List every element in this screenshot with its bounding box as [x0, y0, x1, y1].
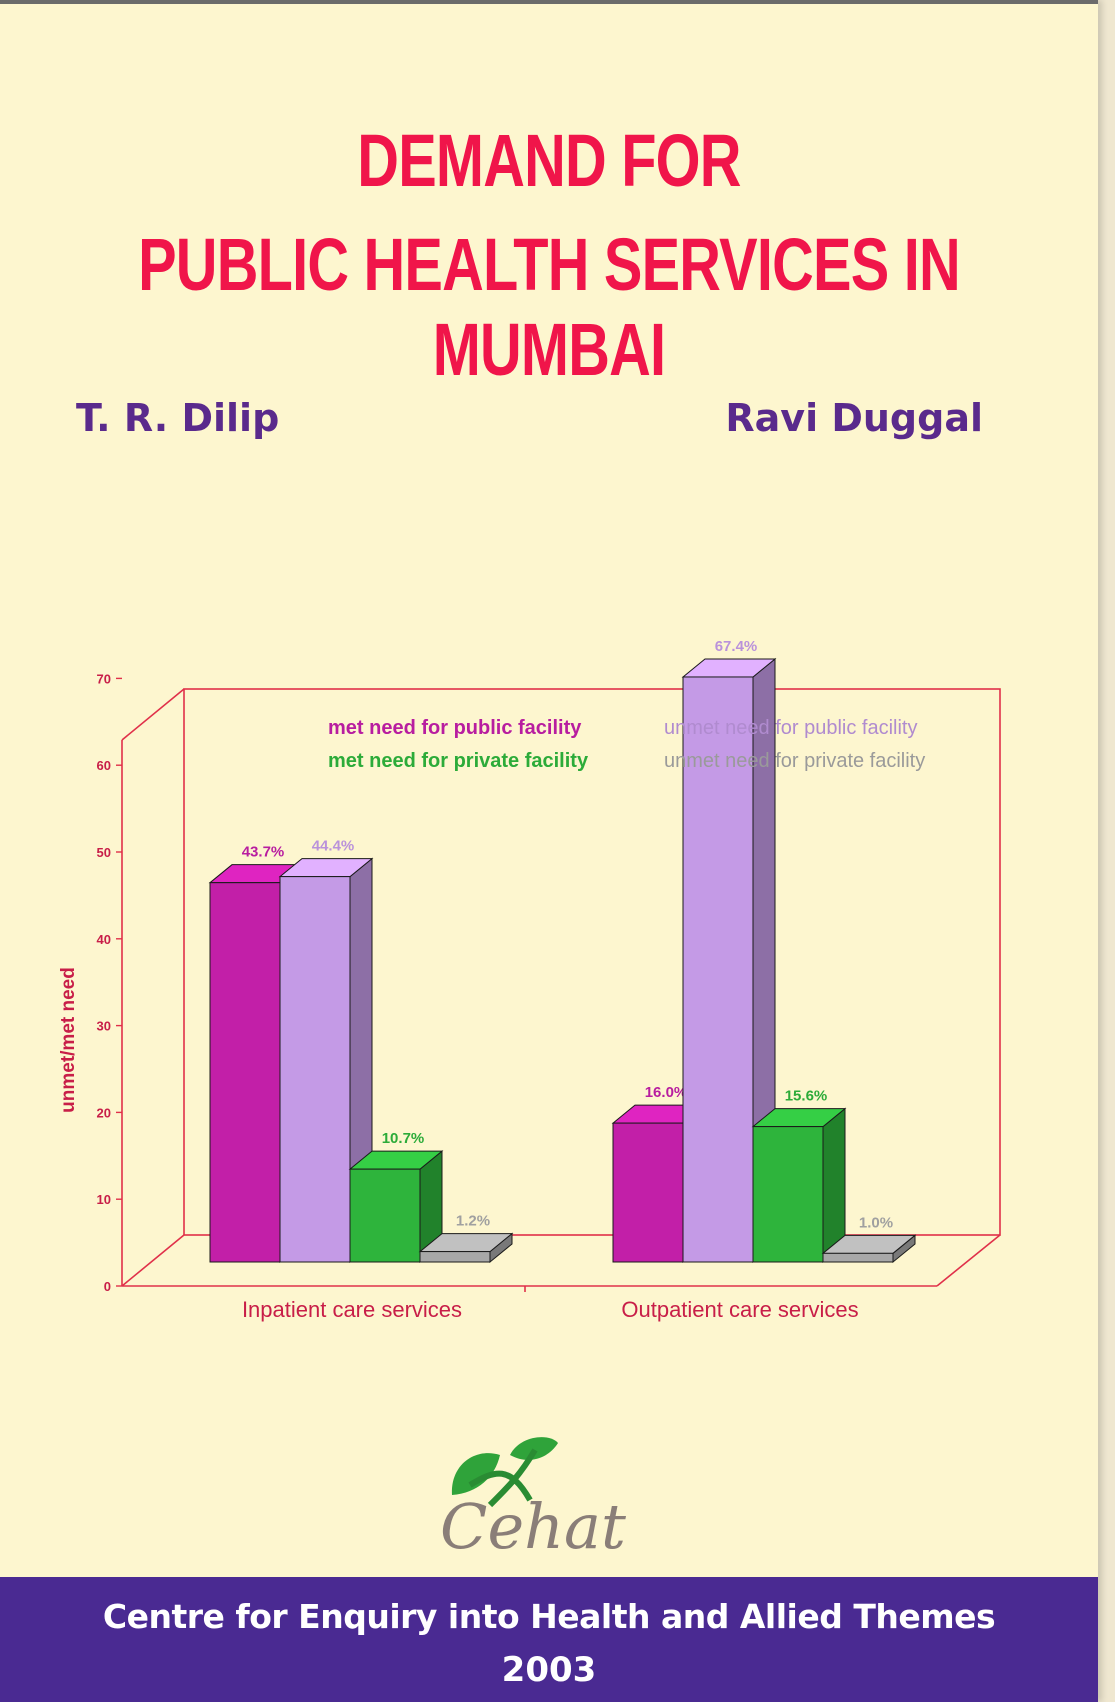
y-tick-label: 60	[97, 758, 111, 773]
chart-frame	[121, 688, 1001, 1292]
bar	[418, 1232, 514, 1264]
bar	[821, 1234, 917, 1264]
cover-bar-chart: 0 10 20 30 40 50 60 70 43.7% 44.4% 10.7% 1.2% 16.0%…	[58, 638, 1001, 1322]
bar-data-label: 15.6%	[785, 1088, 828, 1105]
bar-data-label: 1.0%	[859, 1214, 893, 1231]
bar-data-label: 1.2%	[456, 1213, 490, 1230]
book-title-line-2: PUBLIC HEALTH SERVICES IN MUMBAI	[138, 223, 961, 391]
bar-data-label: 10.7%	[382, 1130, 425, 1147]
book-title-line-1: DEMAND FOR	[357, 119, 741, 202]
y-tick-label: 0	[104, 1279, 111, 1294]
chart-legend: met need for public facility unmet need f…	[328, 717, 925, 772]
bar-data-label: 43.7%	[242, 844, 285, 861]
bar	[681, 657, 777, 1264]
category-labels: Inpatient care services Outpatient care s…	[242, 1297, 859, 1322]
bar	[348, 1150, 444, 1264]
bar-data-label: 44.4%	[312, 838, 355, 855]
chart-floor-right-edge	[936, 1234, 1001, 1287]
cehat-leaf-logo-icon	[451, 1437, 558, 1508]
legend-entry: unmet need for private facility	[664, 750, 925, 772]
bar-data-label: 16.0%	[645, 1084, 688, 1101]
chart-bars: 43.7% 44.4% 10.7% 1.2% 16.0% 67.4% 15.6% 1.0%	[208, 638, 917, 1264]
bar	[278, 857, 374, 1264]
y-tick-label: 40	[97, 932, 111, 947]
y-tick-label: 20	[97, 1105, 111, 1120]
y-axis-label: unmet/met need	[58, 967, 79, 1113]
publisher-name: Centre for Enquiry into Health and Allie…	[102, 1597, 996, 1636]
author-2: Ravi Duggal	[725, 396, 983, 440]
bar	[751, 1107, 847, 1264]
y-tick-label: 70	[97, 671, 111, 686]
chart-left-wall-top	[121, 688, 185, 741]
chart-floor-left-edge	[121, 1234, 185, 1287]
publisher-logo-text: Cehat	[440, 1490, 626, 1563]
publication-year: 2003	[501, 1650, 597, 1690]
legend-entry: met need for private facility	[328, 750, 589, 772]
y-tick-label: 50	[97, 845, 111, 860]
legend-entry: met need for public facility	[328, 717, 582, 739]
cover-top-edge	[0, 0, 1098, 4]
y-tick-label: 10	[97, 1192, 111, 1207]
category-label: Outpatient care services	[621, 1297, 858, 1322]
footer-band	[0, 1577, 1098, 1702]
y-tick-label: 30	[97, 1019, 111, 1034]
y-axis-ticks: 0 10 20 30 40 50 60 70	[97, 671, 122, 1294]
legend-entry: unmet need for public facility	[664, 717, 917, 739]
bar-data-label: 67.4%	[715, 638, 758, 655]
author-1: T. R. Dilip	[76, 396, 280, 440]
chart-back-panel	[183, 688, 1001, 1236]
category-label: Inpatient care services	[242, 1297, 462, 1322]
